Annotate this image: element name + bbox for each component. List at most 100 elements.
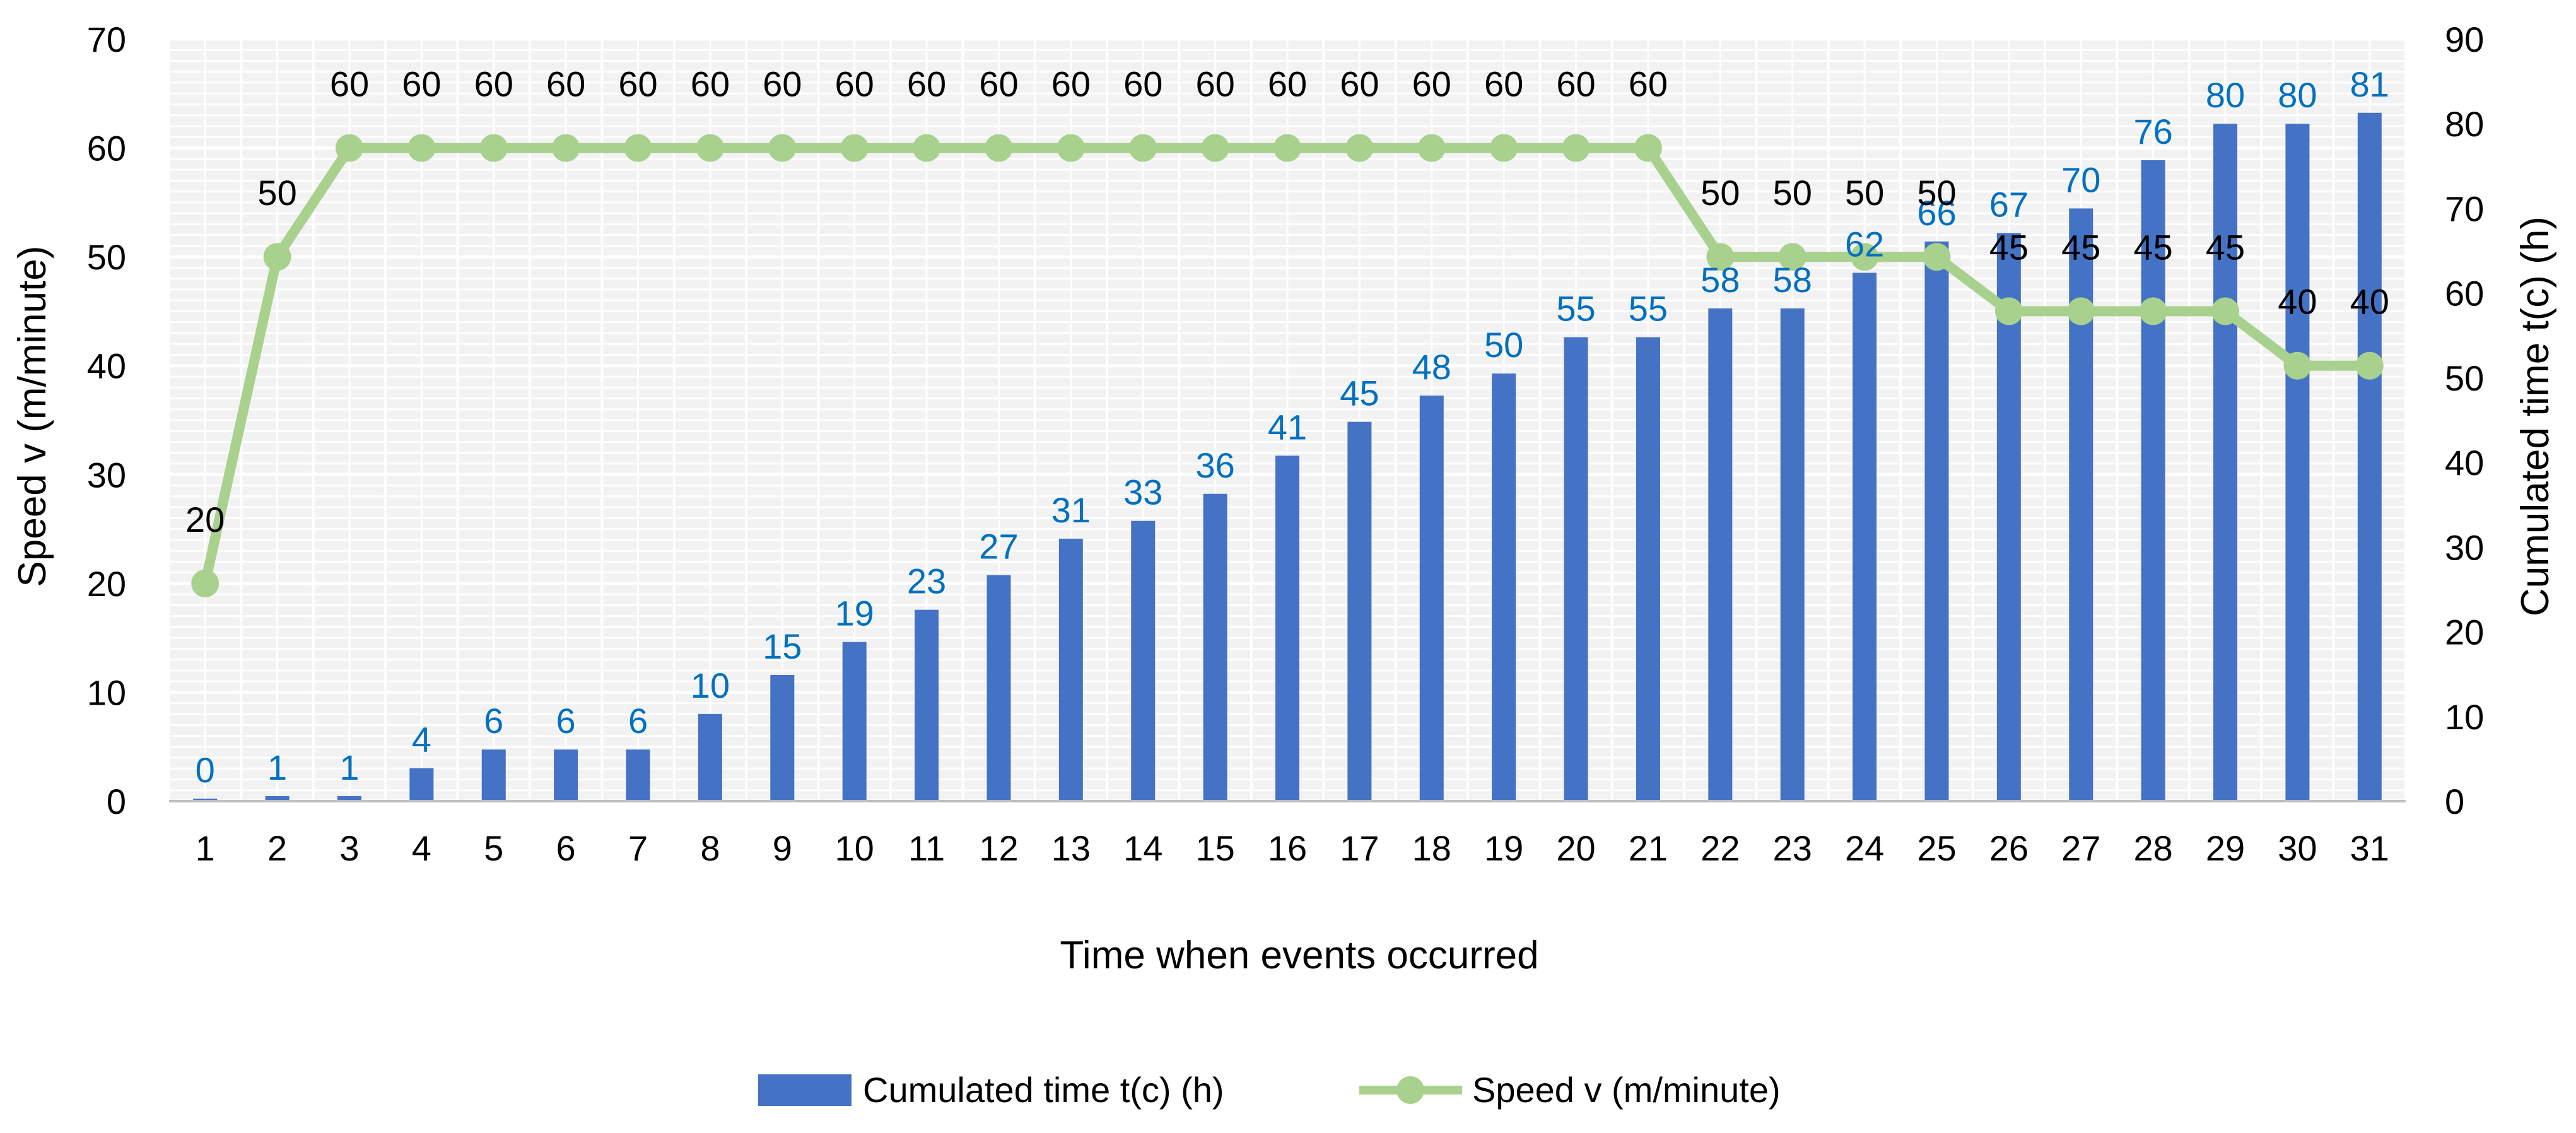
y-right-tick-label: 20	[2445, 613, 2484, 652]
x-tick-label: 19	[1484, 828, 1523, 868]
x-tick-label: 16	[1268, 828, 1307, 868]
bar-cumulated-time	[1708, 308, 1733, 801]
speed-point	[840, 134, 869, 162]
bar-cumulated-time	[554, 749, 578, 801]
bar-cumulated-time	[481, 749, 506, 801]
speed-value-label: 60	[330, 64, 369, 104]
bar-value-label: 45	[1340, 373, 1379, 413]
y-left-tick-label: 60	[87, 129, 126, 168]
bar-value-label: 31	[1051, 490, 1091, 530]
bar-series	[193, 112, 2382, 802]
speed-point	[552, 134, 580, 162]
speed-point	[1778, 243, 1806, 271]
bar-cumulated-time	[1996, 233, 2021, 801]
x-tick-label: 13	[1051, 828, 1091, 868]
speed-point	[2067, 297, 2095, 326]
speed-point	[1057, 134, 1085, 162]
speed-point	[1490, 134, 1518, 162]
speed-value-label: 50	[257, 173, 296, 213]
y-right-tick-label: 90	[2445, 20, 2484, 59]
bar-value-label: 6	[484, 701, 503, 741]
y-left-tick-label: 50	[87, 237, 126, 277]
speed-value-label: 60	[1268, 64, 1307, 104]
legend-bar-swatch	[758, 1074, 852, 1106]
x-tick-label: 27	[2061, 828, 2100, 868]
x-tick-label: 29	[2206, 828, 2245, 868]
speed-point	[696, 134, 724, 162]
speed-point	[1562, 134, 1590, 162]
bar-cumulated-time	[2357, 112, 2382, 802]
y-right-tick-label: 70	[2445, 189, 2484, 228]
y-left-tick-label: 0	[107, 782, 126, 821]
speed-point	[1634, 134, 1662, 162]
bar-cumulated-time	[770, 675, 795, 801]
speed-value-label: 45	[1989, 227, 2029, 267]
x-tick-label: 31	[2350, 828, 2389, 868]
legend-line-label: Speed v (m/minute)	[1472, 1070, 1781, 1110]
bar-value-label: 50	[1484, 325, 1523, 365]
speed-value-label: 60	[402, 64, 441, 104]
x-tick-label: 7	[628, 828, 648, 868]
bar-value-label: 1	[339, 748, 359, 787]
bar-value-label: 10	[691, 666, 730, 705]
y-left-tick-label: 20	[87, 564, 126, 604]
speed-value-label: 60	[1051, 64, 1091, 104]
speed-point	[1273, 134, 1301, 162]
y-right-tick-label: 10	[2445, 697, 2484, 737]
speed-value-label: 60	[474, 64, 513, 104]
speed-value-label: 60	[1484, 64, 1523, 104]
bar-value-label: 66	[1917, 193, 1956, 233]
speed-value-label: 50	[1701, 173, 1740, 213]
y-right-tick-label: 80	[2445, 104, 2484, 144]
x-tick-label: 23	[1773, 828, 1812, 868]
bar-value-label: 0	[196, 750, 215, 790]
speed-value-label: 60	[1556, 64, 1595, 104]
y-right-tick-label: 50	[2445, 358, 2484, 398]
bar-value-label: 23	[907, 561, 946, 601]
bar-cumulated-time	[1492, 373, 1516, 801]
speed-value-label: 60	[907, 64, 946, 104]
x-tick-label: 10	[835, 828, 874, 868]
speed-value-label: 60	[546, 64, 585, 104]
bar-value-label: 15	[763, 626, 802, 666]
bar-cumulated-time	[1780, 308, 1805, 801]
bar-cumulated-time	[2141, 160, 2165, 802]
x-tick-label: 24	[1845, 828, 1884, 868]
bar-cumulated-time	[626, 749, 650, 801]
x-tick-label: 28	[2133, 828, 2172, 868]
bar-cumulated-time	[1853, 273, 1877, 801]
bar-value-label: 55	[1556, 288, 1595, 328]
speed-point	[1417, 134, 1446, 162]
bar-cumulated-time	[1058, 538, 1083, 801]
speed-value-label: 40	[2278, 282, 2317, 322]
speed-point	[2355, 351, 2384, 380]
bar-cumulated-time	[842, 642, 867, 801]
bar-cumulated-time	[1924, 241, 1949, 801]
speed-point	[1129, 134, 1157, 162]
bar-value-label: 36	[1195, 445, 1234, 485]
speed-value-label: 45	[2206, 227, 2245, 267]
y-left-tick-label: 30	[87, 455, 126, 495]
y-left-tick-label: 10	[87, 672, 126, 712]
line-data-labels: 20 50 60 60 60 60 60 60 60 60 60 60 60 60 60 60 60 60 60 60…	[185, 64, 2389, 539]
x-tick-label: 9	[773, 828, 792, 868]
bar-value-label: 33	[1123, 473, 1162, 512]
speed-value-label: 60	[1195, 64, 1234, 104]
speed-value-label: 60	[618, 64, 657, 104]
x-tick-label: 3	[339, 828, 359, 868]
speed-point	[1851, 243, 1879, 271]
bar-cumulated-time	[409, 768, 434, 801]
bar-cumulated-time	[1419, 396, 1444, 801]
y-right-tick-label: 60	[2445, 274, 2484, 314]
bar-cumulated-time	[698, 713, 722, 801]
speed-point	[1706, 243, 1735, 271]
speed-point	[2211, 297, 2240, 326]
speed-point	[2283, 351, 2312, 380]
x-tick-label: 2	[267, 828, 287, 868]
x-tick-label: 6	[556, 828, 576, 868]
x-tick-label: 17	[1340, 828, 1379, 868]
speed-point	[479, 134, 508, 162]
bar-cumulated-time	[2213, 124, 2238, 802]
legend-line-marker	[1396, 1076, 1424, 1104]
